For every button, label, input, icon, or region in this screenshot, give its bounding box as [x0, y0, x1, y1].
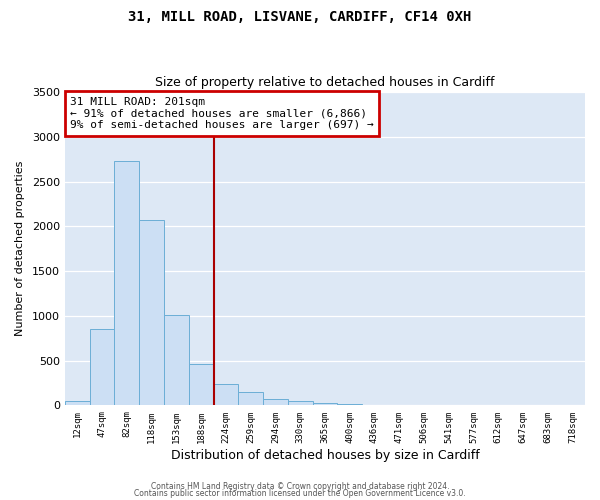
Bar [89, 330, 115, 406]
Text: Contains public sector information licensed under the Open Government Licence v3: Contains public sector information licen… [134, 488, 466, 498]
Text: 31 MILL ROAD: 201sqm
← 91% of detached houses are smaller (6,866)
9% of semi-det: 31 MILL ROAD: 201sqm ← 91% of detached h… [70, 97, 374, 130]
Bar [313, 403, 337, 406]
Bar [189, 364, 214, 406]
Title: Size of property relative to detached houses in Cardiff: Size of property relative to detached ho… [155, 76, 495, 90]
Text: 31, MILL ROAD, LISVANE, CARDIFF, CF14 0XH: 31, MILL ROAD, LISVANE, CARDIFF, CF14 0X… [128, 10, 472, 24]
Bar [263, 399, 288, 406]
Bar [65, 400, 89, 406]
Bar [238, 392, 263, 406]
Bar [164, 315, 189, 406]
Bar [115, 161, 139, 406]
X-axis label: Distribution of detached houses by size in Cardiff: Distribution of detached houses by size … [170, 450, 479, 462]
Bar [337, 404, 362, 406]
Bar [139, 220, 164, 406]
Text: Contains HM Land Registry data © Crown copyright and database right 2024.: Contains HM Land Registry data © Crown c… [151, 482, 449, 491]
Bar [288, 401, 313, 406]
Y-axis label: Number of detached properties: Number of detached properties [15, 161, 25, 336]
Bar [214, 384, 238, 406]
